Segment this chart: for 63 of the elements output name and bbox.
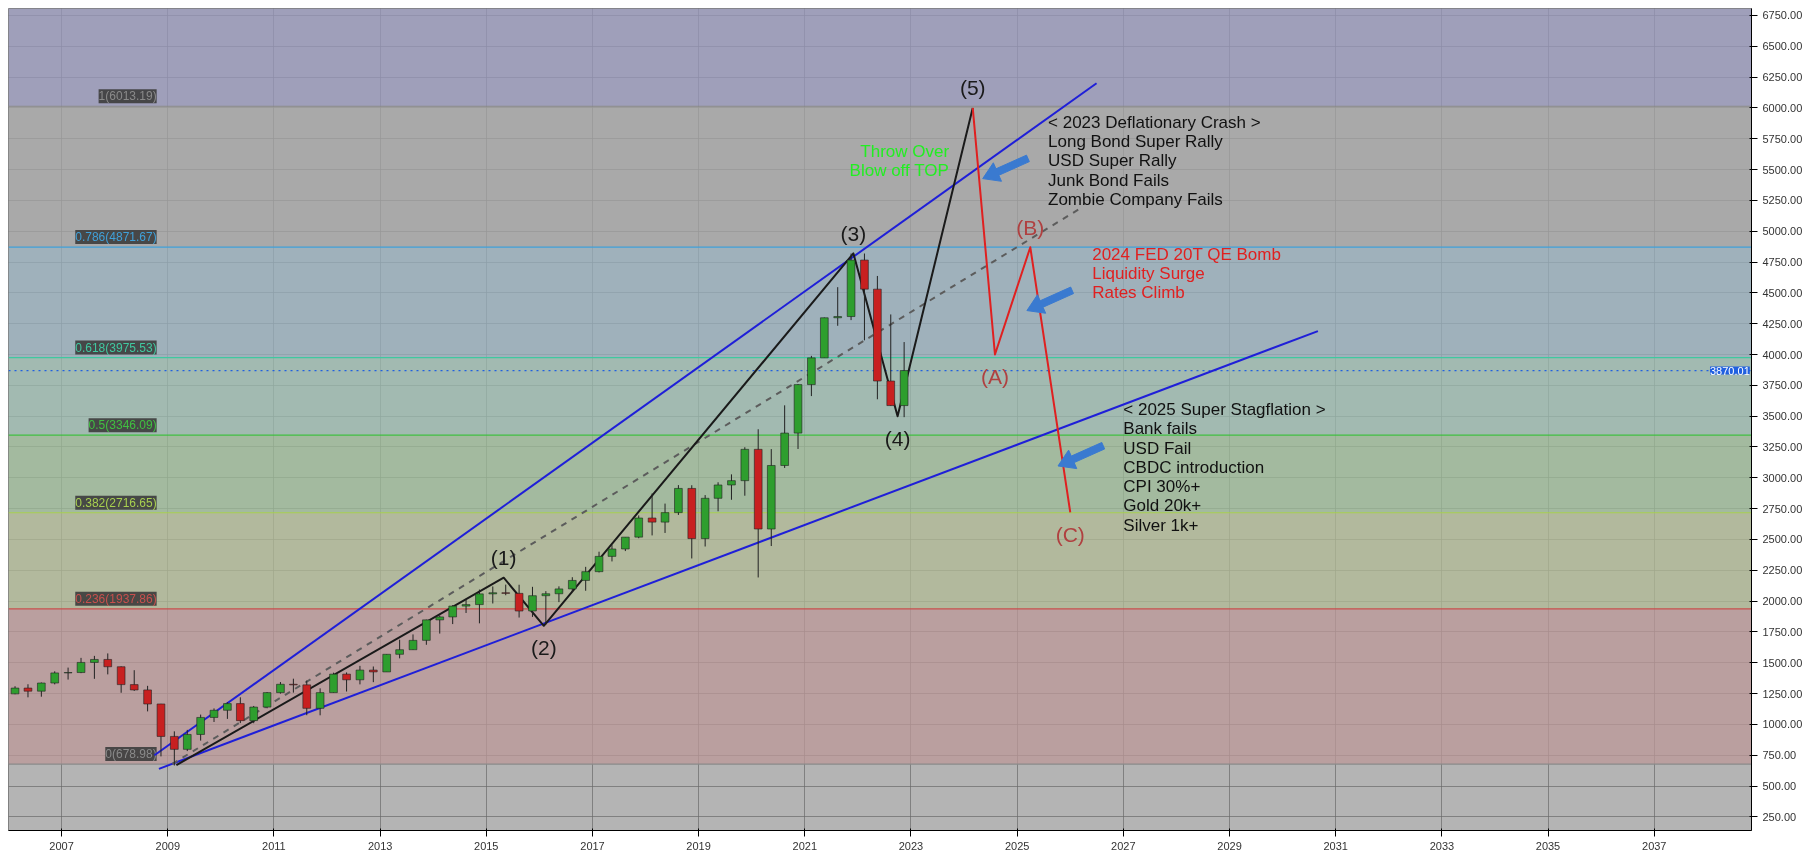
annotation: (3) (840, 221, 867, 245)
annotation: < 2023 Deflationary Crash > Long Bond Super Rally USD Super Rally Junk Bond Fails Zombie Company Fails (1048, 112, 1261, 209)
y-tick-label: 4000.00 (1762, 348, 1803, 361)
x-tick-label: 2027 (1111, 839, 1136, 852)
x-tick-label: 2015 (474, 839, 499, 852)
x-tick-label: 2037 (1642, 839, 1667, 852)
y-tick-label: 1250.00 (1762, 687, 1803, 700)
ref-line-label: 0.236(1937.86) (75, 591, 157, 606)
y-tick-label: 5000.00 (1762, 225, 1803, 238)
y-tick-label: 1500.00 (1762, 656, 1803, 669)
y-tick-label: 5500.00 (1762, 163, 1803, 176)
x-tick-label: 2021 (792, 839, 818, 852)
x-tick-label: 2009 (155, 839, 181, 852)
annotation: (5) (959, 76, 986, 100)
annotation: < 2025 Super Stagflation > Bank fails USD Fail CBDC introduction CPI 30%+ Gold 20k+ Silver 1k+ (1123, 400, 1326, 535)
y-tick-label: 500.00 (1762, 780, 1797, 793)
annotation: (2) (530, 636, 557, 660)
y-tick-label: 3250.00 (1762, 441, 1803, 453)
y-tick-label: 3500.00 (1762, 410, 1803, 423)
annotation: 2024 FED 20T QE Bomb Liquidity Surge Rates Climb (1092, 244, 1281, 303)
x-tick-label: 2031 (1323, 839, 1348, 852)
y-tick-label: 4750.00 (1762, 256, 1803, 269)
x-tick-label: 2011 (262, 839, 286, 852)
x-tick-label: 2035 (1535, 839, 1561, 852)
y-tick-label: 750.00 (1762, 749, 1797, 762)
ref-line-label: 0.618(3975.53) (75, 340, 157, 355)
y-tick-label: 250.00 (1762, 810, 1797, 823)
x-tick-label: 2017 (580, 839, 605, 852)
x-tick-label: 2013 (367, 839, 393, 852)
ref-line-label: 1(6013.19) (98, 89, 157, 104)
x-tick-label: 2029 (1217, 839, 1242, 852)
ref-line-label: 0.786(4871.67) (75, 230, 157, 245)
y-tick-label: 2000.00 (1762, 595, 1803, 608)
ref-line-label: 0(678.98) (105, 747, 157, 762)
y-tick-label: 2250.00 (1762, 564, 1803, 577)
ref-line-label: 3870.01 (1709, 364, 1750, 377)
y-tick-label: 4250.00 (1762, 317, 1803, 330)
x-tick-label: 2023 (898, 839, 924, 852)
x-tick-label: 2007 (49, 839, 74, 852)
annotation: (1) (490, 546, 517, 570)
annotation: (A) (980, 365, 1009, 389)
ref-line-label: 0.5(3346.09) (88, 418, 157, 433)
ref-line-label: 0.382(2716.65) (75, 495, 157, 510)
y-tick-label: 1750.00 (1762, 625, 1803, 638)
annotation: (C) (1055, 522, 1085, 546)
y-tick-label: 5250.00 (1762, 194, 1803, 207)
x-tick-label: 2033 (1429, 839, 1455, 852)
y-tick-label: 6000.00 (1762, 101, 1803, 114)
annotation: (4) (884, 426, 911, 450)
y-tick-label: 6750.00 (1762, 9, 1803, 22)
annotation: (B) (1016, 215, 1045, 239)
y-tick-label: 3750.00 (1762, 379, 1803, 392)
y-tick-label: 4500.00 (1762, 286, 1803, 299)
y-tick-label: 3000.00 (1762, 471, 1803, 484)
y-tick-label: 2750.00 (1762, 502, 1803, 515)
y-tick-label: 6250.00 (1762, 71, 1803, 84)
x-tick-label: 2019 (686, 839, 711, 852)
y-tick-label: 2500.00 (1762, 533, 1803, 546)
y-tick-label: 1000.00 (1762, 718, 1803, 731)
annotation: Throw Over Blow off TOP (849, 141, 950, 180)
y-tick-label: 6500.00 (1762, 40, 1803, 53)
y-tick-label: 5750.00 (1762, 132, 1803, 145)
x-tick-label: 2025 (1004, 839, 1030, 852)
